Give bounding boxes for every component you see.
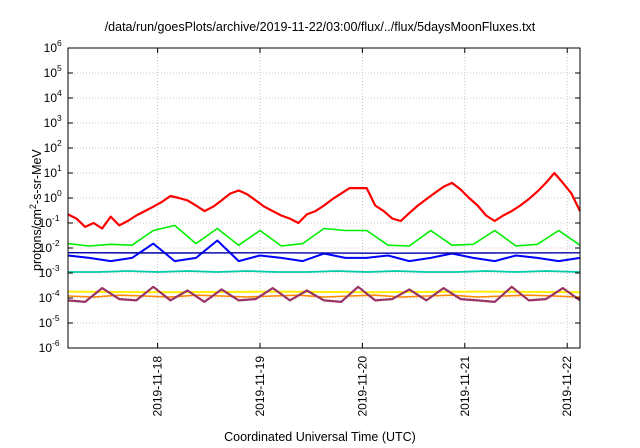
y-ticks: 10-6 10-5 10-4 10-3 10-2 10-1 100 101 102 103 104 1… — [39, 38, 580, 355]
y-tick-label: 102 — [44, 138, 62, 155]
series-line-4 — [67, 251, 581, 254]
y-tick-label: 101 — [44, 163, 62, 180]
series-line-3 — [67, 239, 581, 263]
series-line-6 — [67, 290, 581, 294]
series-line-1 — [67, 171, 581, 230]
y-tick-label: 103 — [44, 113, 62, 130]
y-tick-label: 10-1 — [39, 213, 60, 230]
y-tick-label: 106 — [44, 38, 62, 55]
x-tick-label: 2019-11-22 — [560, 356, 574, 417]
x-tick-label: 2019-11-20 — [355, 356, 369, 417]
x-axis-label: Coordinated Universal Time (UTC) — [224, 430, 416, 444]
series-line-8 — [67, 285, 581, 303]
y-tick-label: 104 — [44, 88, 62, 105]
x-ticks: 2019-11-18 2019-11-19 2019-11-20 2019-11-21… — [151, 48, 574, 417]
series-line-5 — [68, 270, 581, 273]
series-group — [67, 171, 581, 303]
series-line-2 — [67, 224, 581, 247]
chart-title: /data/run/goesPlots/archive/2019-11-22/0… — [104, 20, 536, 34]
y-tick-label: 10-3 — [39, 263, 60, 280]
x-tick-label: 2019-11-18 — [151, 356, 165, 417]
y-tick-label: 105 — [44, 63, 62, 80]
y-tick-label: 100 — [44, 188, 62, 205]
y-tick-label: 10-4 — [39, 288, 60, 305]
x-tick-label: 2019-11-21 — [458, 356, 472, 417]
y-tick-label: 10-2 — [39, 238, 60, 255]
grid — [68, 47, 580, 349]
y-tick-label: 10-6 — [39, 338, 60, 355]
series-line-7 — [67, 294, 581, 298]
x-tick-label: 2019-11-19 — [253, 356, 267, 417]
y-tick-label: 10-5 — [39, 313, 60, 330]
